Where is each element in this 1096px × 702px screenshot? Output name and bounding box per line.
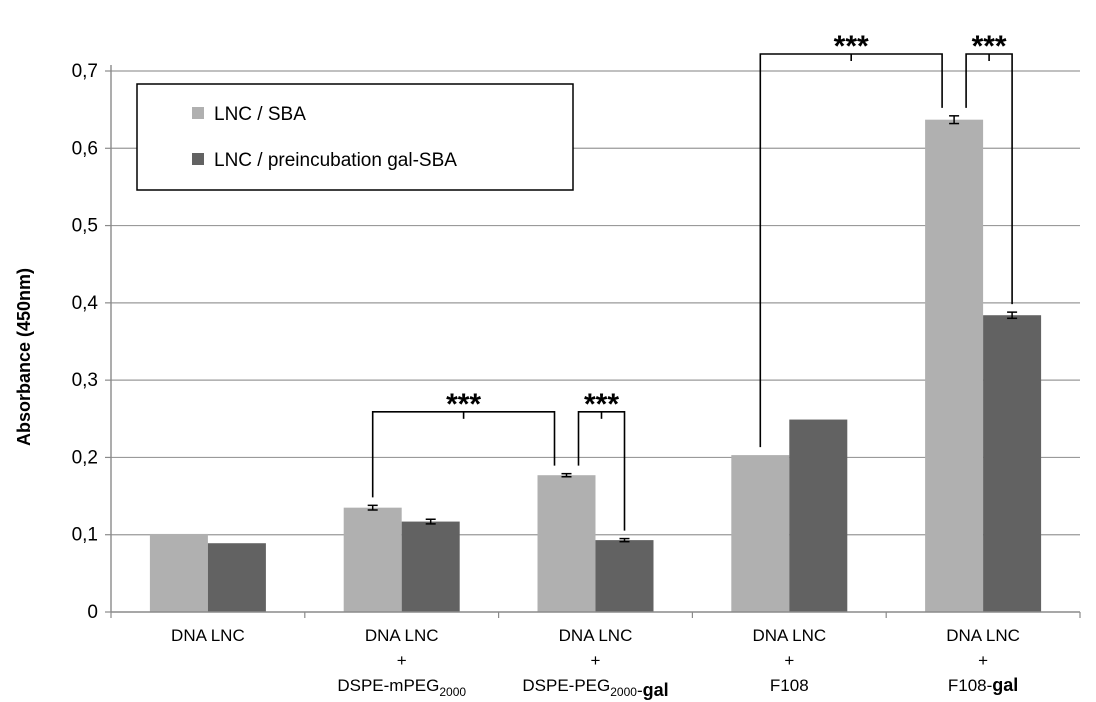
bar-gal-sba (983, 315, 1042, 612)
category-label: DNA LNC (946, 626, 1020, 645)
y-tick-label: 0,4 (72, 293, 99, 314)
legend-label: LNC / SBA (214, 104, 306, 125)
significance-bracket (965, 53, 1013, 305)
category-label: DNA LNC (365, 626, 439, 645)
legend: LNC / SBA LNC / preincubation gal-SBA (136, 83, 574, 191)
legend-swatch (192, 153, 204, 165)
category-label: + (591, 651, 601, 670)
category-label: DNA LNC (171, 626, 245, 645)
y-tick-label: 0,6 (72, 138, 98, 159)
y-tick-label: 0,5 (72, 216, 98, 237)
bars (149, 119, 1042, 612)
category-label: DNA LNC (752, 626, 826, 645)
significance-brackets: *** *** *** *** (371, 30, 1013, 531)
legend-label: LNC / preincubation gal-SBA (214, 150, 457, 171)
category-label: + (784, 651, 794, 670)
y-tick-label: 0 (87, 602, 98, 623)
bar-sba (925, 119, 984, 612)
bar-sba (731, 455, 790, 612)
bar-gal-sba (595, 540, 654, 612)
bar-sba (537, 475, 596, 612)
significance-label: *** (584, 388, 619, 421)
legend-box (136, 83, 574, 191)
y-tick-label: 0,3 (72, 370, 98, 391)
significance-label: *** (972, 30, 1007, 63)
category-label: + (397, 651, 407, 670)
category-labels: DNA LNC DNA LNC + DSPE-mPEG2000 DNA LNC + DSPE… (171, 626, 1020, 700)
bar-gal-sba (401, 521, 460, 612)
significance-label: *** (834, 30, 869, 63)
significance-label: *** (446, 388, 481, 421)
category-label: F108 (770, 676, 809, 695)
y-axis-label: Absorbance (450nm) (14, 268, 34, 446)
bar-gal-sba (789, 419, 848, 612)
legend-swatch (192, 107, 204, 119)
error-bars (367, 115, 1018, 543)
category-label: F108-gal (948, 675, 1018, 695)
significance-bracket (371, 411, 556, 498)
bar-sba (343, 507, 402, 612)
y-tick-label: 0,1 (72, 525, 98, 546)
axes: 0 0,1 0,2 0,3 0,4 0,5 0,6 0,7 (72, 61, 1081, 623)
category-label: DSPE-mPEG2000 (337, 676, 466, 699)
y-tick-label: 0,7 (72, 61, 98, 82)
category-label: DNA LNC (559, 626, 633, 645)
bar-sba (149, 533, 208, 612)
bar-gal-sba (207, 543, 266, 612)
y-tick-label: 0,2 (72, 447, 98, 468)
category-label: DSPE-PEG2000-gal (522, 676, 668, 700)
category-label: + (978, 651, 988, 670)
significance-bracket (759, 53, 943, 448)
